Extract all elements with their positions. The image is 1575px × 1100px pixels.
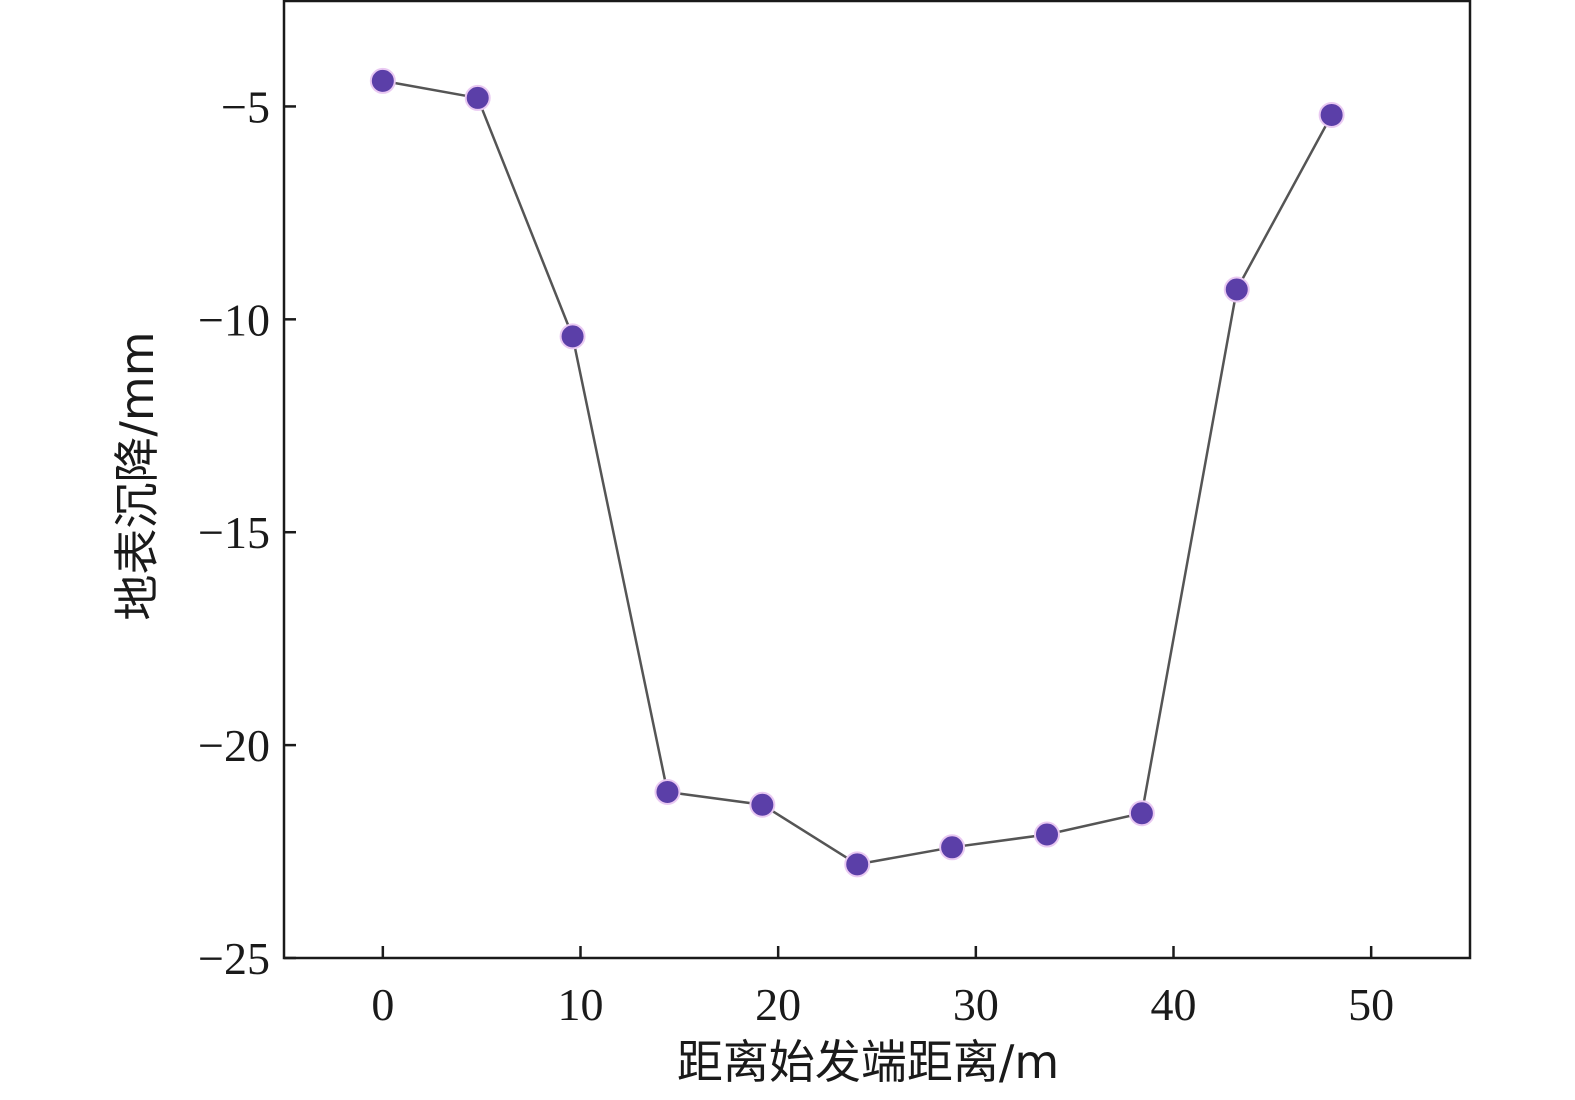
x-tick-label-5: 50	[1348, 979, 1394, 1030]
data-point-0-4	[749, 791, 776, 818]
x-tick-label-0: 0	[371, 979, 394, 1030]
y-tick-label-1: −10	[198, 294, 270, 345]
data-point-0-7	[1033, 821, 1060, 848]
x-tick-label-1: 10	[558, 979, 604, 1030]
data-point-0-1	[464, 84, 491, 111]
plot-frame	[282, 0, 1472, 960]
series-line-0	[382, 79, 1333, 866]
y-tick-label-3: −20	[198, 720, 270, 771]
x-tick-label-4: 40	[1151, 979, 1197, 1030]
data-point-0-6	[939, 834, 966, 861]
y-tick-label-0: −5	[221, 81, 270, 132]
x-tick-label-3: 30	[953, 979, 999, 1030]
data-point-0-9	[1223, 276, 1250, 303]
x-axis-title: 距离始发端距离/m	[677, 1035, 1059, 1089]
data-point-0-5	[844, 851, 871, 878]
y-tick-label-4: −25	[198, 933, 270, 984]
data-point-0-0	[369, 67, 396, 94]
data-point-0-2	[559, 323, 586, 350]
y-tick-label-2: −15	[198, 507, 270, 558]
data-point-0-3	[654, 778, 681, 805]
data-point-0-10	[1318, 101, 1345, 128]
y-axis-title: 地表沉降/mm	[110, 331, 164, 620]
data-point-0-8	[1128, 800, 1155, 827]
plot-area: 0 10 20 30 40 50 −5 −10 −15 −20 −25	[198, 0, 1472, 1030]
x-tick-label-2: 20	[755, 979, 801, 1030]
